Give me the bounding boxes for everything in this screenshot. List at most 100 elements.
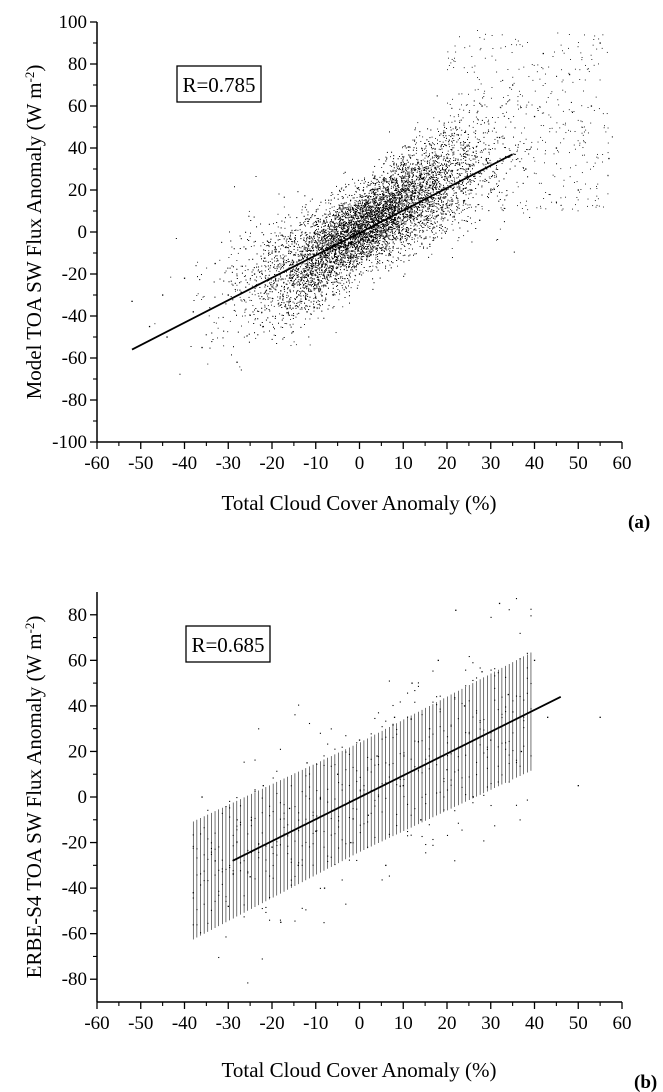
scatter-point [381,182,383,183]
scatter-point [417,237,419,239]
scatter-point [317,284,319,286]
scatter-point [419,181,421,183]
scatter-point [462,192,464,194]
scatter-point [409,183,411,185]
scatter-point [326,262,328,264]
scatter-point [360,251,362,253]
scatter-point [351,216,353,218]
scatter-point [424,195,426,197]
scatter-point [467,204,469,206]
scatter-point [450,209,451,211]
scatter-point [463,142,465,143]
scatter-point [472,180,474,181]
scatter-point [257,270,259,272]
scatter-point [465,171,467,173]
scatter-point [257,269,259,271]
scatter-point [320,272,322,274]
scatter-point [433,147,435,149]
scatter-point [363,190,364,192]
scatter-point [370,230,372,232]
scatter-point [361,217,363,219]
scatter-point [455,127,457,129]
scatter-point [259,324,261,326]
scatter-point [327,226,329,227]
scatter-point [356,247,358,249]
scatter-point [356,211,358,213]
scatter-point [367,242,369,244]
scatter-point [433,210,435,212]
scatter-point [311,242,313,244]
scatter-point [392,202,394,204]
scatter-point [311,266,312,268]
scatter-point [422,189,424,191]
scatter-point [329,276,331,278]
scatter-point [408,195,409,197]
scatter-point [414,229,416,231]
scatter-point [417,240,418,242]
scatter-point [323,284,325,286]
scatter-point [426,161,428,163]
scatter-point [338,240,339,242]
scatter-point [299,304,300,306]
scatter-point [444,208,446,209]
scatter-point [426,176,427,178]
scatter-point [431,163,433,165]
scatter-point [396,177,398,179]
scatter-point [292,323,294,325]
scatter-point [306,250,308,252]
scatter-point [526,149,527,150]
scatter-point [309,277,311,279]
scatter-point [266,289,268,291]
scatter-point [325,241,327,243]
scatter-point [349,235,351,237]
scatter-point [435,184,437,186]
scatter-point [375,256,377,258]
scatter-point [391,185,392,187]
scatter-point [419,224,421,226]
scatter-point [517,100,519,102]
scatter-point [308,235,310,237]
scatter-point [396,236,398,238]
scatter-point [334,235,336,237]
scatter-point [273,223,274,225]
scatter-point [351,215,353,217]
scatter-point [425,147,427,149]
scatter-point [364,215,365,217]
scatter-point [369,241,371,243]
scatter-point [341,226,343,228]
scatter-point [306,305,308,307]
scatter-point [358,224,360,226]
scatter-point [348,245,350,247]
scatter-point [290,264,292,266]
scatter-point [354,185,356,187]
scatter-point [352,247,354,248]
scatter-point [414,213,416,215]
scatter-point [474,221,476,223]
scatter-point [351,231,353,233]
scatter-point [433,161,435,163]
scatter-point [417,170,419,172]
scatter-point [379,208,380,210]
scatter-point [441,169,443,171]
scatter-point [430,197,432,199]
scatter-point [463,202,465,204]
scatter-point [419,246,421,248]
scatter-point [333,206,335,208]
scatter-point [330,242,332,244]
scatter-point [272,323,273,325]
scatter-point [379,248,381,250]
scatter-point [383,226,385,228]
scatter-point [375,247,377,249]
scatter-point [369,234,371,236]
scatter-point [374,207,376,209]
scatter-point [436,183,438,185]
scatter-point [282,295,283,297]
scatter-point [375,194,377,196]
scatter-point [361,223,363,225]
scatter-point [424,176,426,178]
scatter-point [348,232,350,234]
scatter-point [197,261,199,263]
scatter-point [393,184,395,186]
scatter-point [468,142,470,144]
scatter-point [498,185,499,186]
